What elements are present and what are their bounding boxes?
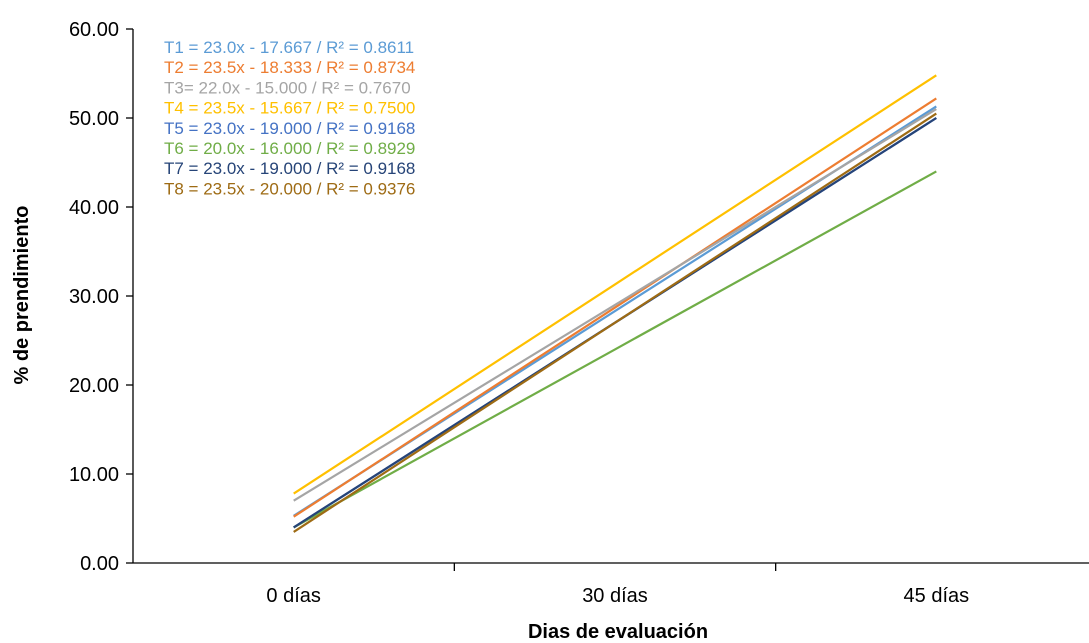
equation-label-t4: T4 = 23.5x - 15.667 / R² = 0.7500 [164, 99, 415, 118]
equation-label-t7: T7 = 23.0x - 19.000 / R² = 0.9168 [164, 159, 415, 178]
series-line-t6 [293, 170, 937, 529]
y-tick-label: 30.00 [69, 286, 119, 308]
series-line-t3 [293, 108, 937, 502]
x-axis-title: Dias de evaluación [528, 621, 708, 643]
series-lines [293, 74, 937, 533]
equation-label-t6: T6 = 20.0x - 16.000 / R² = 0.8929 [164, 139, 415, 158]
y-axis-title: % de prendimiento [11, 206, 33, 385]
equation-label-t2: T2 = 23.5x - 18.333 / R² = 0.8734 [164, 58, 415, 77]
equation-label-t8: T8 = 23.5x - 20.000 / R² = 0.9376 [164, 179, 415, 198]
x-tick-label: 0 días [266, 585, 320, 607]
equation-label-t1: T1 = 23.0x - 17.667 / R² = 0.8611 [164, 38, 414, 57]
series-line-t4 [293, 74, 937, 495]
x-tick-label: 45 días [904, 585, 970, 607]
equation-label-t5: T5 = 23.0x - 19.000 / R² = 0.9168 [164, 119, 415, 138]
y-tick-label: 10.00 [69, 464, 119, 486]
equation-label-t3: T3= 22.0x - 15.000 / R² = 0.7670 [164, 78, 411, 97]
series-line-t2 [293, 97, 937, 518]
y-tick-label: 20.00 [69, 375, 119, 397]
tick-labels: 0.00 10.00 20.00 30.00 40.00 50.00 60.00 0 días… [69, 19, 969, 607]
y-tick-label: 0.00 [80, 553, 119, 575]
axes [126, 28, 1089, 571]
y-tick-label: 50.00 [69, 108, 119, 130]
y-tick-label: 40.00 [69, 197, 119, 219]
x-tick-label: 30 días [582, 585, 648, 607]
y-tick-label: 60.00 [69, 19, 119, 41]
series-line-t8 [293, 112, 937, 533]
